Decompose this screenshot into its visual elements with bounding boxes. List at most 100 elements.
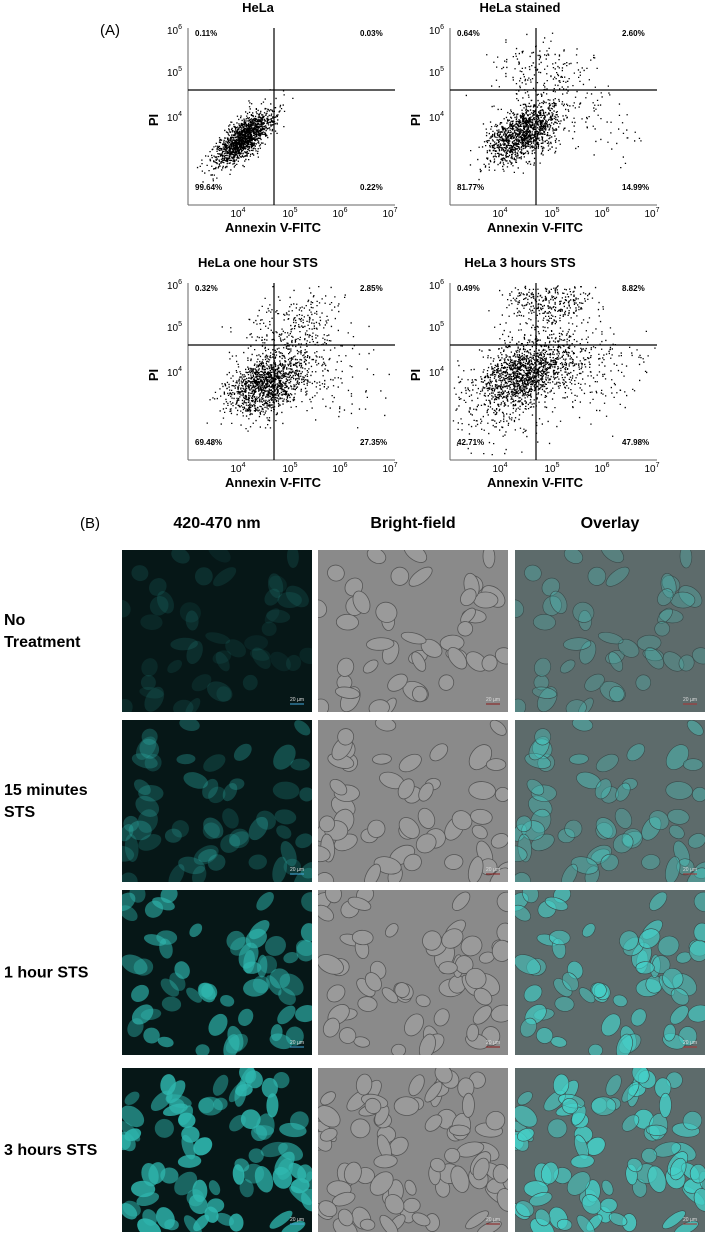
- cell: [129, 890, 146, 903]
- cell: [556, 1218, 573, 1231]
- cell: [226, 930, 246, 951]
- tick-base: 10: [167, 368, 179, 379]
- tick-base: 10: [167, 323, 179, 334]
- cell: [584, 865, 600, 882]
- cell: [235, 1084, 253, 1097]
- cell: [148, 1162, 166, 1185]
- cell: [161, 996, 182, 1012]
- cell: [254, 1165, 274, 1193]
- cell: [582, 923, 596, 938]
- cell: [122, 699, 133, 712]
- quadrant-pct: 2.85%: [360, 284, 383, 293]
- cell: [641, 816, 662, 841]
- x-tick-label: 105: [282, 462, 297, 475]
- cell: [216, 1212, 235, 1226]
- quadrant-pct: 8.82%: [622, 284, 645, 293]
- cell: [176, 754, 196, 765]
- cell: [665, 856, 681, 882]
- cell: [605, 650, 625, 665]
- cell: [534, 1208, 551, 1227]
- tick-exp: 4: [178, 366, 182, 373]
- cell: [447, 647, 468, 670]
- plot-title: HeLa: [242, 0, 275, 15]
- quadrant-pct: 14.99%: [622, 183, 649, 192]
- cell: [177, 1154, 202, 1168]
- tick-exp: 7: [656, 207, 660, 214]
- cell: [362, 659, 379, 674]
- x-tick-label: 107: [382, 207, 397, 220]
- cell: [178, 856, 206, 875]
- tick-exp: 7: [394, 207, 398, 214]
- cell: [621, 778, 638, 791]
- cell: [662, 1210, 686, 1230]
- cell: [541, 1161, 559, 1185]
- cell: [494, 647, 508, 665]
- cell: [429, 743, 449, 762]
- cell: [238, 1008, 254, 1026]
- y-tick-label: 106: [429, 279, 444, 292]
- column-header: Overlay: [581, 515, 640, 532]
- cell: [152, 897, 175, 911]
- cell: [533, 614, 556, 631]
- cell: [679, 550, 693, 569]
- cell: [252, 975, 270, 994]
- y-axis-label: PI: [408, 114, 423, 126]
- cell: [169, 972, 186, 991]
- cell: [424, 1114, 443, 1132]
- cell: [515, 954, 541, 975]
- cell: [627, 1158, 643, 1173]
- tick-exp: 4: [504, 462, 508, 469]
- y-tick-label: 104: [429, 366, 444, 379]
- cell: [663, 1023, 676, 1042]
- cell: [647, 1165, 667, 1193]
- cell: [198, 848, 217, 863]
- cell: [168, 864, 185, 882]
- cell: [239, 1179, 254, 1198]
- cell: [496, 1188, 508, 1212]
- tick-exp: 6: [606, 207, 610, 214]
- cell: [481, 654, 498, 672]
- cell: [141, 658, 158, 677]
- cell: [626, 743, 645, 762]
- cell: [608, 651, 624, 672]
- tick-exp: 5: [178, 321, 182, 328]
- cell: [692, 647, 705, 665]
- cell: [249, 648, 271, 661]
- y-tick-label: 106: [429, 24, 444, 37]
- cell: [394, 982, 410, 999]
- cell: [325, 890, 342, 904]
- tick-base: 10: [167, 68, 179, 79]
- cell: [649, 891, 668, 911]
- cell: [122, 954, 148, 975]
- cell: [259, 955, 278, 974]
- cell: [208, 1180, 221, 1196]
- cells: [318, 890, 508, 1055]
- cell: [143, 1027, 160, 1044]
- cell: [300, 923, 312, 942]
- cell: [549, 590, 568, 614]
- cell: [578, 987, 596, 1004]
- quadrant-pct: 0.11%: [195, 29, 217, 38]
- y-tick-label: 105: [429, 66, 444, 79]
- cell: [228, 1081, 246, 1103]
- cell: [515, 698, 526, 712]
- cell: [318, 872, 335, 882]
- cell: [641, 1148, 658, 1164]
- cell: [185, 698, 201, 712]
- cell: [638, 928, 661, 949]
- cell: [381, 987, 399, 1004]
- cell: [434, 1068, 453, 1084]
- cells: [122, 1068, 312, 1232]
- cell: [689, 1164, 705, 1184]
- cell: [351, 929, 374, 946]
- tick-exp: 5: [440, 321, 444, 328]
- cell: [523, 984, 543, 1003]
- cell: [572, 601, 595, 623]
- cell: [553, 978, 573, 997]
- tick-base: 10: [167, 281, 179, 292]
- cell: [692, 787, 705, 802]
- cell: [124, 1128, 142, 1142]
- cell: [185, 610, 199, 631]
- cell: [541, 577, 560, 597]
